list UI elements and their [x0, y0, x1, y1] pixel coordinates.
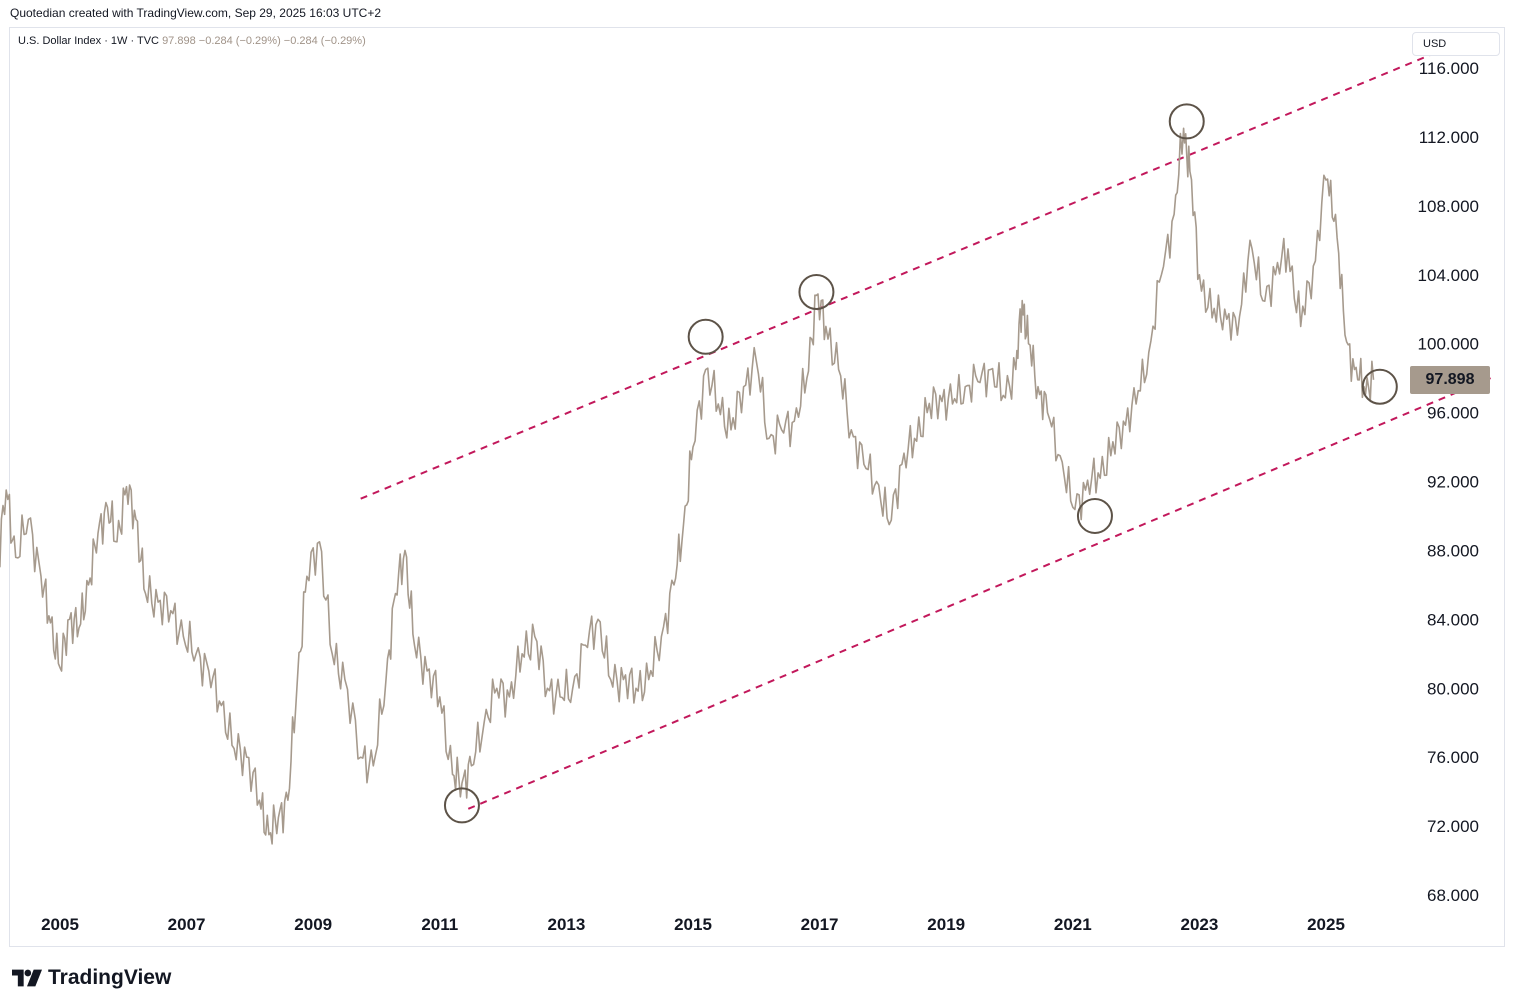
x-tick-label-5: 2015	[674, 915, 712, 934]
marker-circle-5	[1361, 368, 1398, 405]
y-tick-label-11: 72.000	[1427, 817, 1479, 836]
chart-legend[interactable]: U.S. Dollar Index · 1W · TVC 97.898 −0.2…	[18, 35, 366, 47]
last-price-tag: 97.898	[1410, 366, 1490, 394]
marker-circle-2	[798, 273, 835, 310]
marker-circle-3	[1076, 497, 1113, 534]
brand-name: TradingView	[48, 966, 172, 989]
tradingview-brand[interactable]: TradingView	[12, 966, 171, 990]
series-line-0	[0, 127, 1375, 845]
y-tick-label-8: 84.000	[1427, 610, 1479, 629]
marker-circle-1	[687, 318, 724, 355]
x-tick-label-9: 2023	[1180, 915, 1218, 934]
marker-layer	[443, 103, 1398, 824]
legend-change-secondary: −0.284 (−0.29%)	[283, 35, 366, 47]
y-tick-label-2: 108.000	[1418, 197, 1479, 216]
x-tick-label-10: 2025	[1307, 915, 1345, 934]
y-tick-label-6: 92.000	[1427, 473, 1479, 492]
trendline-1	[467, 377, 1491, 810]
marker-circle-4	[1168, 103, 1205, 140]
marker-circle-0	[443, 787, 480, 824]
legend-value: 97.898	[162, 35, 196, 47]
x-tick-label-4: 2013	[547, 915, 585, 934]
series-layer	[0, 127, 1375, 845]
y-tick-label-1: 112.000	[1419, 128, 1479, 147]
trendline-layer	[360, 39, 1491, 810]
x-tick-label-7: 2019	[927, 915, 965, 934]
trendline-0	[360, 39, 1466, 500]
x-tick-label-2: 2009	[294, 915, 332, 934]
x-tick-label-0: 2005	[41, 915, 79, 934]
y-tick-label-0: 116.000	[1419, 59, 1479, 78]
x-tick-label-3: 2011	[421, 915, 458, 934]
y-tick-label-7: 88.000	[1427, 541, 1479, 560]
x-tick-label-1: 2007	[168, 915, 206, 934]
legend-symbol: U.S. Dollar Index · 1W · TVC	[18, 35, 159, 47]
y-axis: 116.000 112.000 108.000 104.000 100.000 96.00…	[1418, 59, 1479, 905]
legend-change: −0.284 (−0.29%)	[198, 35, 281, 47]
y-tick-label-5: 96.000	[1427, 404, 1479, 423]
y-tick-label-3: 104.000	[1418, 266, 1479, 285]
y-tick-label-9: 80.000	[1427, 679, 1479, 698]
x-tick-label-8: 2021	[1054, 915, 1092, 934]
y-tick-label-12: 68.000	[1427, 886, 1479, 905]
y-tick-label-10: 76.000	[1427, 748, 1479, 767]
x-tick-label-6: 2017	[801, 915, 839, 934]
y-tick-label-4: 100.000	[1418, 335, 1479, 354]
x-axis: 2005 2007 2009 2011 2013 2015 2017 2019 2021 2023…	[41, 915, 1345, 934]
tradingview-logo-icon	[12, 969, 42, 987]
chart-frame	[9, 27, 1505, 947]
currency-selector[interactable]: USD	[1412, 32, 1500, 56]
attribution-header: Quotedian created with TradingView.com, …	[10, 6, 382, 20]
